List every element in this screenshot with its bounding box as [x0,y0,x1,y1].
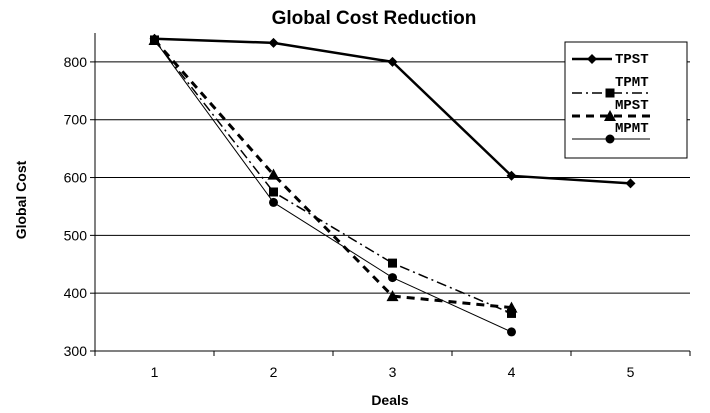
y-tick-label: 600 [64,170,88,186]
y-tick-label: 800 [64,54,88,70]
data-point-tpst [268,37,279,48]
x-tick-label: 2 [270,364,278,380]
data-point-mpmt [269,197,278,207]
y-tick-label: 500 [64,227,88,243]
legend-marker-mpst [604,110,616,121]
data-point-tpst [387,56,398,67]
x-tick-label: 5 [627,364,635,380]
legend-label-tpst: TPST [615,52,649,68]
data-point-mpst [267,168,280,180]
data-point-tpmt [388,258,397,268]
data-point-mpst [386,290,399,302]
y-tick-label: 300 [64,343,88,359]
data-point-mpmt [507,327,516,337]
legend-marker-mpmt [605,134,615,144]
data-point-mpmt [388,273,397,283]
series-line-tpmt [153,39,512,315]
series-line-mpmt [154,39,512,333]
data-point-mpst [505,301,518,313]
x-tick-label: 1 [151,364,159,380]
plot-area: 300 400 500 600 700 800 1 2 3 4 5 [64,33,691,380]
y-axis-label: Global Cost [13,160,29,239]
y-tick-label: 400 [64,285,88,301]
legend-label-mpmt: MPMT [615,121,649,137]
legend-marker-tpst [587,54,597,64]
legend-label-mpst: MPST [615,98,649,114]
x-axis-label: Deals [371,392,409,408]
data-point-tpmt [507,308,516,318]
series-line-mpst [153,38,512,310]
chart-title: Global Cost Reduction [272,8,477,29]
data-point-mpmt [150,35,159,45]
x-tick-label: 4 [508,364,516,380]
data-point-tpst [625,178,636,189]
y-tick-label: 700 [64,112,88,128]
legend-label-tpmt: TPMT [615,75,649,91]
x-tick-label: 3 [389,364,397,380]
legend-marker-tpmt [605,88,615,98]
legend: TPST TPMT MPST MPMT [564,41,688,159]
data-point-tpmt [269,187,278,197]
data-point-tpst [506,170,517,181]
